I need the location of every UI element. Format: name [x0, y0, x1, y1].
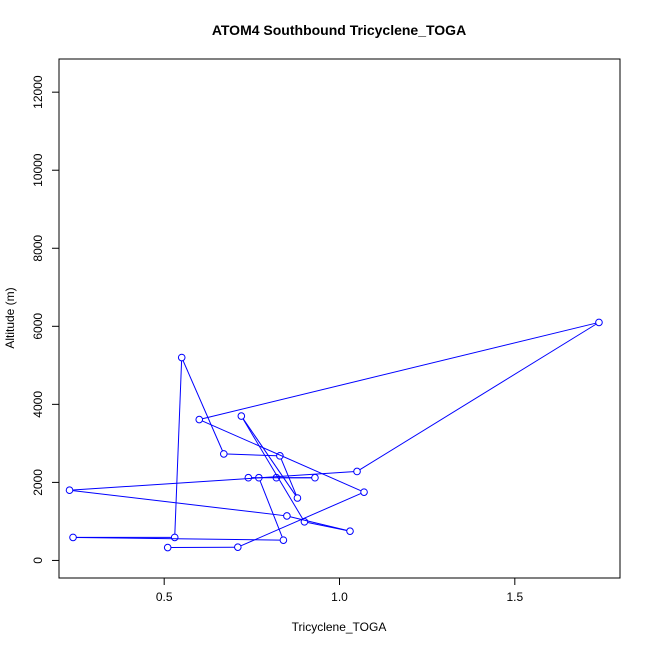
series-segment — [359, 323, 597, 471]
data-point — [170, 533, 179, 542]
x-axis-label: Tricyclene_TOGA — [292, 620, 387, 634]
data-point — [283, 512, 291, 520]
series-segment — [202, 322, 596, 420]
series-segment — [242, 418, 296, 496]
x-tick-label: 1.5 — [506, 590, 523, 604]
data-point — [177, 353, 186, 362]
data-point — [595, 318, 603, 327]
series-segment — [72, 490, 284, 517]
y-tick-label: 4000 — [31, 391, 45, 418]
y-tick-label: 2000 — [31, 469, 45, 496]
y-tick-label: 10000 — [31, 153, 45, 187]
y-tick-label: 8000 — [31, 235, 45, 262]
data-point — [276, 452, 284, 460]
data-point — [69, 533, 77, 542]
series-lines — [72, 322, 597, 549]
x-tick-label: 1.0 — [331, 590, 348, 604]
data-point — [293, 494, 302, 502]
data-point — [65, 486, 74, 494]
series-segment — [259, 480, 283, 538]
series-segment — [202, 420, 362, 492]
data-point — [360, 488, 368, 496]
data-point — [311, 473, 319, 482]
data-point — [163, 543, 172, 552]
series-segment — [72, 471, 354, 491]
data-point — [272, 473, 281, 482]
series-segment — [307, 521, 347, 531]
data-point — [346, 527, 354, 535]
data-point — [255, 473, 263, 482]
data-point — [279, 536, 288, 544]
data-point — [353, 467, 361, 476]
data-point — [219, 450, 228, 458]
x-axis: 0.5 1.0 1.5 — [156, 577, 523, 604]
series-segment — [227, 453, 277, 457]
y-axis: 0 2000 4000 6000 8000 10000 12000 — [31, 75, 60, 564]
series-points — [65, 318, 603, 552]
y-tick-label: 0 — [31, 557, 45, 564]
data-point — [234, 543, 242, 551]
x-tick-label: 0.5 — [156, 590, 173, 604]
y-axis-label: Altitude (m) — [3, 287, 17, 348]
data-point — [195, 415, 204, 424]
series-segment — [280, 458, 297, 496]
data-point — [300, 518, 309, 526]
y-tick-label: 6000 — [31, 313, 45, 340]
series-segment — [174, 360, 183, 535]
data-point — [237, 412, 246, 420]
data-point — [244, 473, 253, 482]
series-segment — [182, 360, 223, 452]
y-tick-label: 12000 — [31, 75, 45, 109]
series-segment — [242, 418, 304, 520]
chart-title: ATOM4 Southbound Tricyclene_TOGA — [212, 22, 466, 38]
